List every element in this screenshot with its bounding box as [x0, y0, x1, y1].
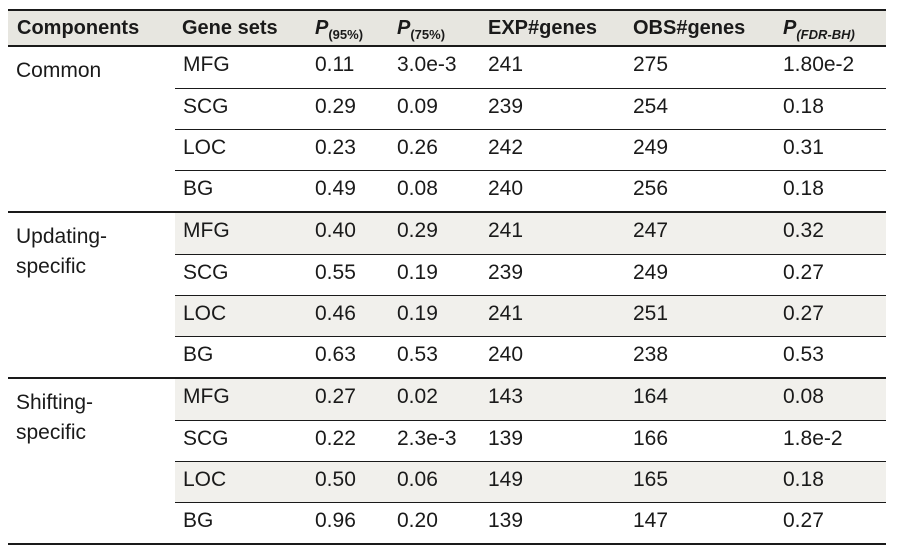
header-exp-genes: EXP#genes [488, 17, 597, 39]
cell-exp-genes: 139 [488, 427, 524, 450]
table-row: BG 0.96 0.20 139 147 0.27 [175, 502, 886, 543]
cell-p75: 0.09 [397, 95, 438, 118]
cell-obs-genes: 165 [633, 468, 669, 491]
cell-exp-genes: 139 [488, 509, 524, 532]
table-row: LOC 0.23 0.26 242 249 0.31 [175, 129, 886, 170]
cell-gene-set: LOC [183, 302, 227, 325]
cell-pfdr: 0.18 [783, 95, 824, 118]
cell-gene-set: MFG [183, 53, 230, 76]
cell-gene-set: MFG [183, 385, 230, 408]
cell-gene-set: MFG [183, 219, 230, 242]
component-group: Shifting-specific MFG 0.27 0.02 143 164 0.08 SC… [8, 379, 886, 545]
cell-p95: 0.50 [315, 468, 356, 491]
header-pfdr: P(FDR-BH) [783, 17, 855, 42]
component-label: Updating-specific [16, 225, 108, 278]
header-p95: P(95%) [315, 17, 364, 42]
cell-gene-set: SCG [183, 427, 229, 450]
cell-p75: 0.29 [397, 219, 438, 242]
header-p75: P(75%) [397, 17, 446, 42]
cell-gene-set: SCG [183, 95, 229, 118]
cell-p95: 0.96 [315, 509, 356, 532]
cell-pfdr: 1.8e-2 [783, 427, 843, 450]
cell-obs-genes: 251 [633, 302, 669, 325]
cell-p95: 0.11 [315, 53, 355, 76]
cell-p75: 0.08 [397, 177, 438, 200]
table-row: BG 0.63 0.53 240 238 0.53 [175, 336, 886, 377]
cell-p95: 0.46 [315, 302, 356, 325]
cell-pfdr: 0.27 [783, 302, 824, 325]
cell-obs-genes: 256 [633, 177, 669, 200]
cell-exp-genes: 241 [488, 53, 524, 76]
header-gene-sets: Gene sets [182, 17, 278, 39]
table-row: MFG 0.40 0.29 241 247 0.32 [175, 213, 886, 254]
cell-p75: 0.06 [397, 468, 438, 491]
cell-gene-set: BG [183, 343, 214, 366]
results-table: Components Gene sets P(95%) P(75%) EXP#g… [8, 9, 886, 545]
cell-obs-genes: 164 [633, 385, 669, 408]
cell-pfdr: 0.27 [783, 509, 824, 532]
component-label: Common [16, 59, 102, 82]
cell-p95: 0.63 [315, 343, 356, 366]
component-label: Shifting-specific [16, 391, 94, 444]
cell-p75: 0.26 [397, 136, 438, 159]
cell-obs-genes: 147 [633, 509, 669, 532]
table-header: Components Gene sets P(95%) P(75%) EXP#g… [8, 9, 886, 47]
component-group: Updating-specific MFG 0.40 0.29 241 247 0.32 SC… [8, 213, 886, 379]
cell-gene-set: SCG [183, 261, 229, 284]
cell-gene-set: LOC [183, 136, 227, 159]
cell-pfdr: 1.80e-2 [783, 53, 855, 76]
cell-pfdr: 0.53 [783, 343, 824, 366]
cell-obs-genes: 247 [633, 219, 669, 242]
cell-p75: 3.0e-3 [397, 53, 457, 76]
cell-p95: 0.22 [315, 427, 356, 450]
cell-pfdr: 0.08 [783, 385, 824, 408]
table-row: SCG 0.22 2.3e-3 139 166 1.8e-2 [175, 420, 886, 461]
cell-p95: 0.40 [315, 219, 356, 242]
cell-exp-genes: 239 [488, 95, 524, 118]
cell-pfdr: 0.18 [783, 468, 824, 491]
component-group: Common MFG 0.11 3.0e-3 241 275 1.80e-2 SCG 0.29 0… [8, 47, 886, 213]
cell-exp-genes: 240 [488, 177, 524, 200]
cell-obs-genes: 249 [633, 136, 669, 159]
cell-exp-genes: 241 [488, 302, 524, 325]
cell-obs-genes: 249 [633, 261, 669, 284]
cell-exp-genes: 149 [488, 468, 524, 491]
cell-exp-genes: 241 [488, 219, 524, 242]
cell-exp-genes: 239 [488, 261, 524, 284]
cell-gene-set: LOC [183, 468, 227, 491]
cell-pfdr: 0.32 [783, 219, 824, 242]
cell-p75: 0.19 [397, 302, 438, 325]
cell-obs-genes: 275 [633, 53, 669, 76]
table-row: LOC 0.46 0.19 241 251 0.27 [175, 295, 886, 336]
cell-pfdr: 0.31 [783, 136, 824, 159]
cell-p95: 0.55 [315, 261, 356, 284]
cell-obs-genes: 238 [633, 343, 669, 366]
cell-p95: 0.27 [315, 385, 356, 408]
cell-gene-set: BG [183, 509, 214, 532]
table-row: BG 0.49 0.08 240 256 0.18 [175, 170, 886, 211]
table-row: LOC 0.50 0.06 149 165 0.18 [175, 461, 886, 502]
cell-p75: 0.19 [397, 261, 438, 284]
table-row: MFG 0.27 0.02 143 164 0.08 [175, 379, 886, 420]
cell-p75: 0.20 [397, 509, 438, 532]
cell-p75: 0.53 [397, 343, 438, 366]
cell-exp-genes: 240 [488, 343, 524, 366]
cell-p95: 0.23 [315, 136, 356, 159]
cell-pfdr: 0.18 [783, 177, 824, 200]
cell-p95: 0.29 [315, 95, 356, 118]
cell-exp-genes: 242 [488, 136, 524, 159]
cell-p75: 2.3e-3 [397, 427, 457, 450]
cell-exp-genes: 143 [488, 385, 524, 408]
table-row: SCG 0.29 0.09 239 254 0.18 [175, 88, 886, 129]
cell-p75: 0.02 [397, 385, 438, 408]
cell-pfdr: 0.27 [783, 261, 824, 284]
cell-gene-set: BG [183, 177, 214, 200]
table-row: MFG 0.11 3.0e-3 241 275 1.80e-2 [175, 47, 886, 88]
cell-obs-genes: 254 [633, 95, 669, 118]
table-row: SCG 0.55 0.19 239 249 0.27 [175, 254, 886, 295]
cell-obs-genes: 166 [633, 427, 669, 450]
header-components: Components [17, 17, 140, 39]
cell-p95: 0.49 [315, 177, 356, 200]
header-obs-genes: OBS#genes [633, 17, 746, 39]
